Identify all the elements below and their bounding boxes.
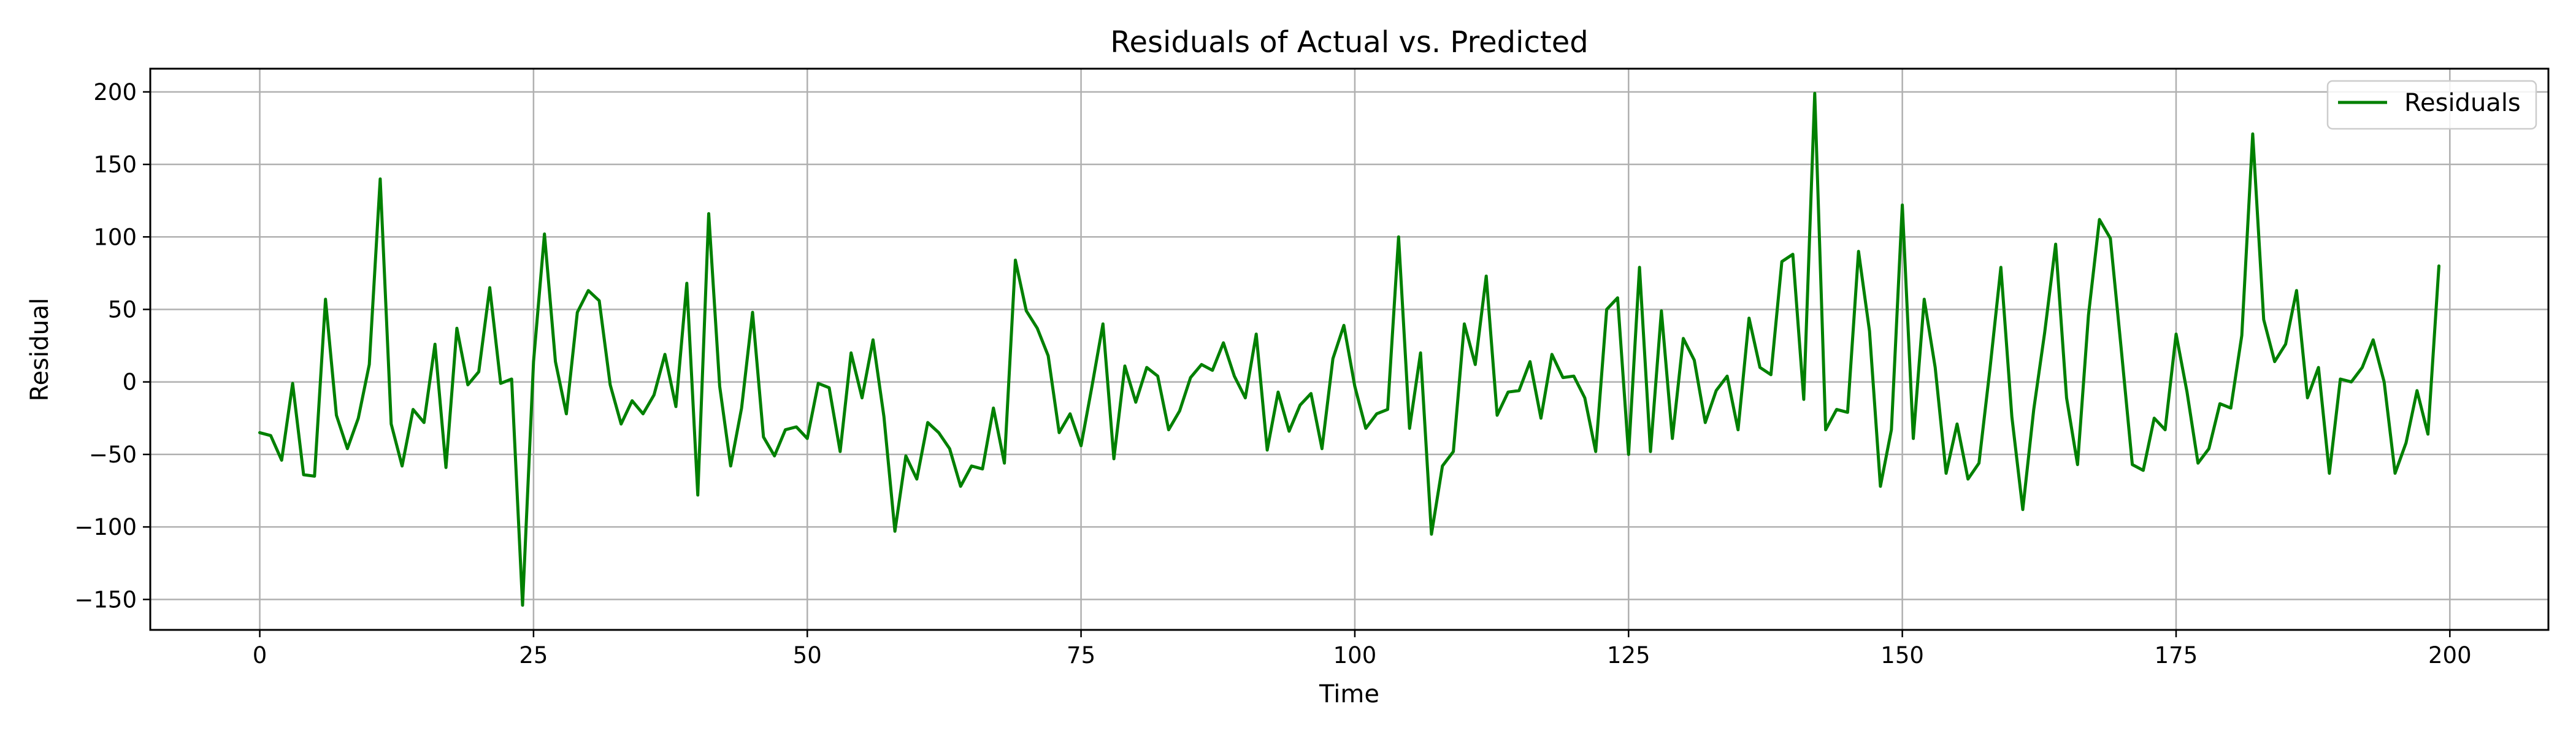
legend-label: Residuals (2404, 89, 2521, 117)
x-tick-label: 100 (1333, 642, 1377, 669)
legend-box (2326, 80, 2537, 130)
x-tick-label: 150 (1880, 642, 1924, 669)
x-tick-label: 125 (1607, 642, 1650, 669)
x-tick-label: 200 (2428, 642, 2472, 669)
y-tick-label: 50 (108, 296, 137, 323)
y-axis-label: Residual (26, 298, 54, 402)
x-tick-label: 0 (253, 642, 267, 669)
legend: Residuals (2326, 80, 2537, 130)
y-tick-label: −50 (89, 442, 137, 468)
x-tick-label: 75 (1067, 642, 1095, 669)
y-axis: −150 −100 −50 0 50 100 150 200 (74, 79, 150, 613)
x-tick-label: 50 (793, 642, 822, 669)
y-tick-label: 200 (93, 79, 137, 105)
x-tick-label: 175 (2155, 642, 2198, 669)
y-tick-label: −150 (74, 586, 137, 613)
y-tick-label: 0 (122, 369, 137, 396)
y-tick-label: 100 (93, 224, 137, 250)
x-axis: 0 25 50 75 100 125 150 175 200 (253, 630, 2472, 669)
plot-frame (149, 67, 2550, 631)
x-axis-label: Time (1319, 680, 1379, 708)
residuals-line (258, 91, 2440, 607)
grid (150, 69, 2548, 630)
x-tick-label: 25 (519, 642, 548, 669)
y-tick-label: 150 (93, 151, 137, 178)
series-layer (258, 91, 2440, 607)
y-tick-label: −100 (74, 514, 137, 540)
chart-title: Residuals of Actual vs. Predicted (1110, 25, 1588, 59)
